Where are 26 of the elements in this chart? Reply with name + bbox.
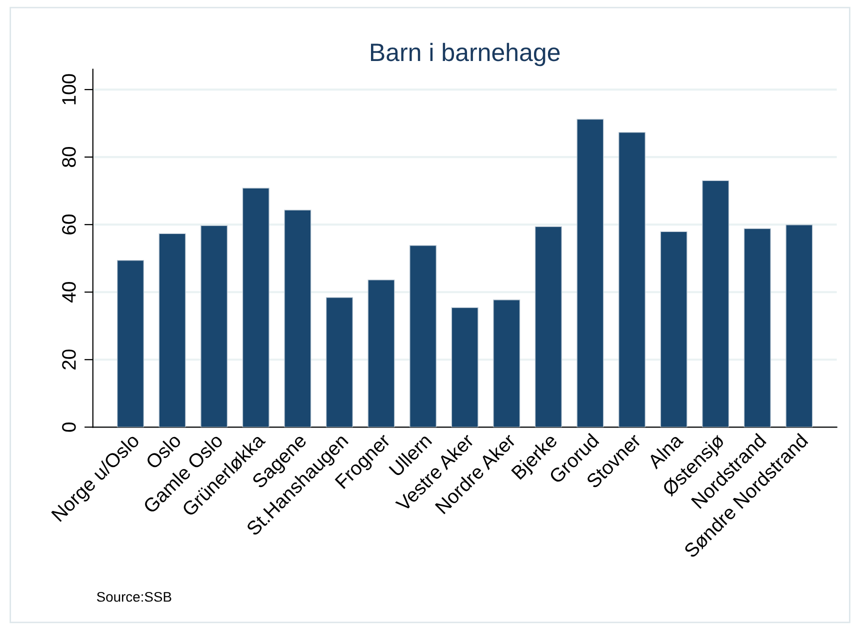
- bar: [744, 228, 771, 428]
- y-tick-label: 20: [62, 350, 76, 370]
- bar: [660, 231, 688, 428]
- bar: [451, 307, 478, 428]
- bar: [284, 210, 312, 428]
- x-tick-label: Oslo: [144, 432, 182, 470]
- y-tick-label: 40: [62, 282, 76, 302]
- y-tick-label: 0: [62, 422, 76, 432]
- bar: [368, 280, 395, 428]
- bar: [702, 180, 730, 428]
- y-tick-label: 80: [62, 147, 76, 168]
- chart-title: Barn i barnehage: [370, 42, 560, 66]
- y-tick-label: 60: [62, 214, 76, 234]
- source-note: Source:SSB: [96, 592, 172, 602]
- bar: [200, 225, 228, 428]
- bar: [158, 233, 186, 428]
- bar: [242, 188, 270, 428]
- bar: [534, 226, 562, 428]
- y-tick-label: 100: [62, 74, 76, 104]
- bar: [618, 132, 646, 428]
- bar: [410, 245, 437, 428]
- bar: [116, 260, 144, 428]
- bar: [493, 300, 520, 428]
- bar: [326, 297, 353, 428]
- bar: [576, 118, 604, 428]
- bar: [786, 224, 813, 428]
